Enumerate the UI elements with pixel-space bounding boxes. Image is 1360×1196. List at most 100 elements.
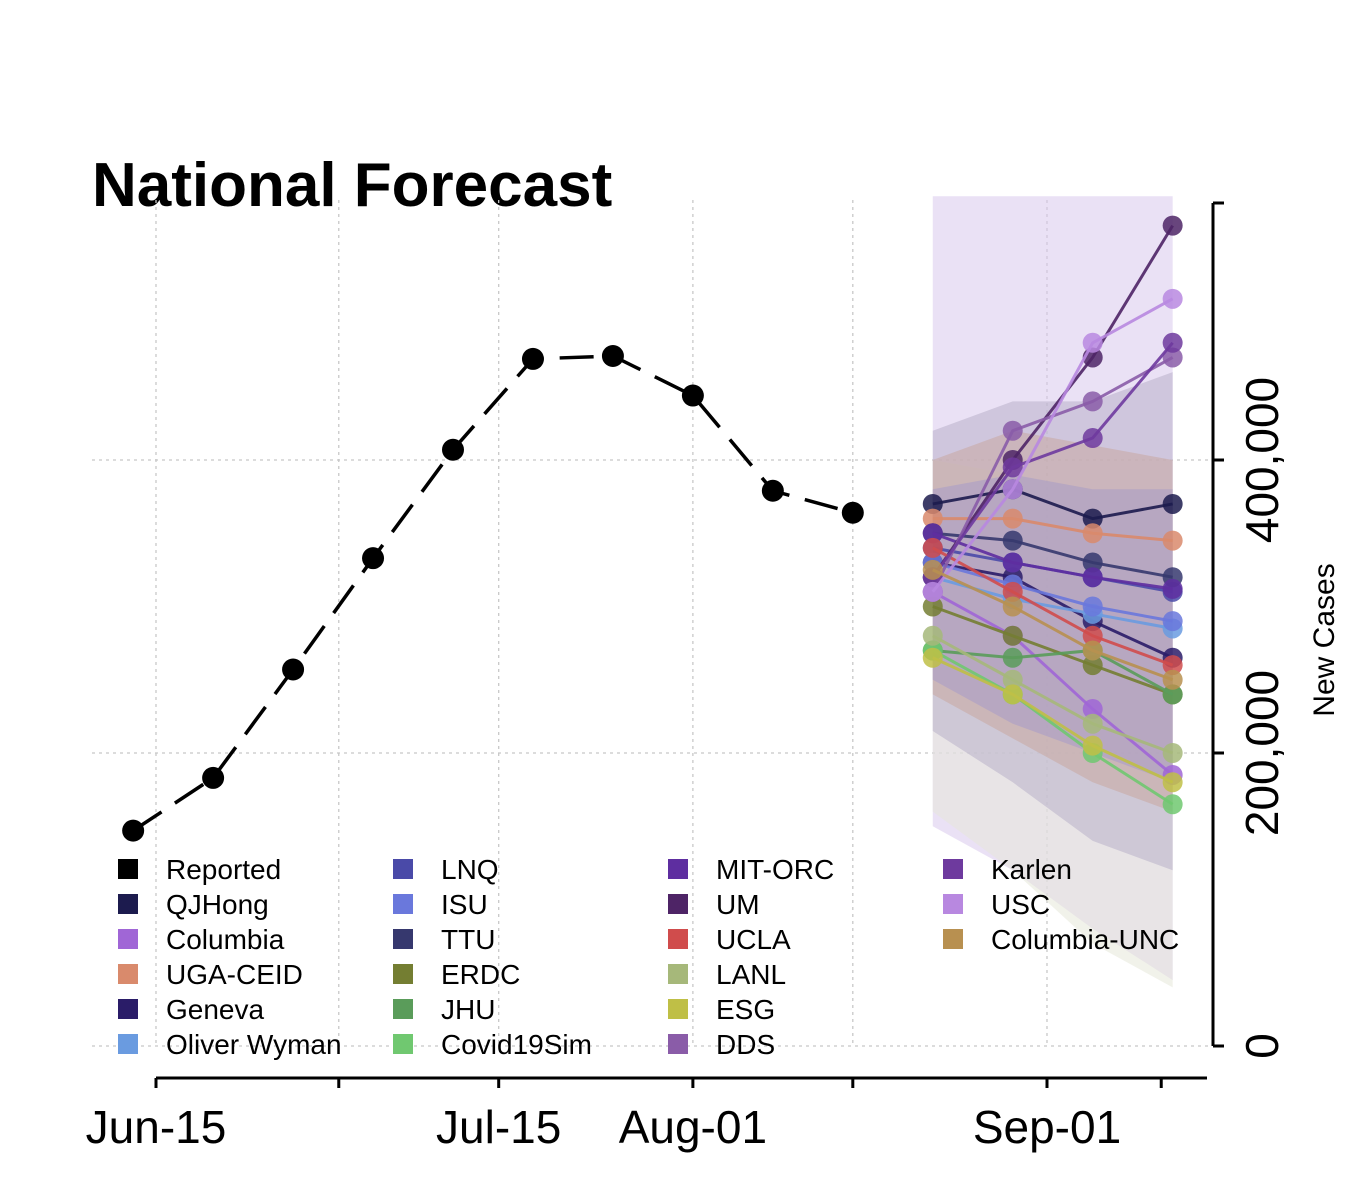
legend-item: USC: [943, 889, 1050, 920]
legend-swatch: [393, 999, 413, 1019]
series-point: [1082, 699, 1103, 720]
legend-label: JHU: [441, 994, 495, 1025]
legend-swatch: [393, 964, 413, 984]
legend: Reported QJHong Columbia UGA-CEID Geneva Oliv…: [118, 854, 1179, 1060]
legend-label: ISU: [441, 889, 488, 920]
reported-point: [282, 658, 305, 681]
series-point: [1162, 684, 1183, 705]
legend-swatch: [393, 894, 413, 914]
y-tick-label: 400,000: [1236, 377, 1288, 543]
legend-item: DDS: [668, 1029, 775, 1060]
series-point: [1002, 420, 1023, 441]
legend-item: UGA-CEID: [118, 959, 303, 990]
series-point: [922, 625, 943, 646]
legend-label: LNQ: [441, 854, 499, 885]
legend-label: Columbia: [166, 924, 285, 955]
legend-swatch: [668, 894, 688, 914]
reported-series: [122, 344, 864, 842]
legend-swatch: [393, 859, 413, 879]
series-point: [1002, 669, 1023, 690]
series-point: [1082, 625, 1103, 646]
x-tick-label: Sep-01: [973, 1101, 1121, 1153]
legend-swatch: [668, 929, 688, 949]
legend-swatch: [943, 894, 963, 914]
legend-label: MIT-ORC: [716, 854, 834, 885]
reported-point: [681, 384, 704, 407]
y-axis-label: New Cases: [1308, 563, 1341, 716]
legend-label: Covid19Sim: [441, 1029, 592, 1060]
series-point: [1002, 552, 1023, 573]
reported-point: [362, 547, 385, 570]
legend-label: UM: [716, 889, 760, 920]
series-point: [1082, 523, 1103, 544]
legend-item: Columbia: [118, 924, 285, 955]
x-tick-label: Jul-15: [436, 1101, 561, 1153]
series-point: [1162, 611, 1183, 632]
legend-label: LANL: [716, 959, 786, 990]
series-point: [1002, 457, 1023, 478]
legend-item: LNQ: [393, 854, 499, 885]
legend-label: Karlen: [991, 854, 1072, 885]
legend-swatch: [118, 929, 138, 949]
series-line-erdc: [932, 605, 1174, 696]
series-line-isu: [932, 561, 1173, 623]
x-tick-label: Jun-15: [86, 1101, 227, 1153]
series-line-qjhong: [932, 487, 1173, 521]
reported-point: [761, 479, 784, 502]
legend-swatch: [668, 1034, 688, 1054]
legend-item: QJHong: [118, 889, 269, 920]
axes: Jun-15 Jul-15 Aug-01 Sep-01 0 200,000 400,000: [86, 201, 1288, 1153]
series-point: [1162, 493, 1183, 514]
legend-item: MIT-ORC: [668, 854, 834, 885]
reported-point: [601, 344, 624, 367]
legend-label: Geneva: [166, 994, 264, 1025]
legend-swatch: [118, 859, 138, 879]
series-point: [922, 523, 943, 544]
series-point: [1162, 347, 1183, 368]
legend-swatch: [393, 1034, 413, 1054]
legend-label: Oliver Wyman: [166, 1029, 342, 1060]
legend-label: UGA-CEID: [166, 959, 303, 990]
legend-item: LANL: [668, 959, 786, 990]
series-point: [1082, 655, 1103, 676]
series-point: [1162, 215, 1183, 236]
series-point: [1162, 655, 1183, 676]
legend-label: USC: [991, 889, 1050, 920]
reported-point: [521, 347, 544, 370]
legend-label: Columbia-UNC: [991, 924, 1179, 955]
reported-point: [841, 501, 864, 524]
reported-point: [122, 819, 145, 842]
series-point: [1002, 508, 1023, 529]
reported-point: [202, 766, 225, 789]
y-tick-label: 0: [1236, 1033, 1288, 1059]
legend-swatch: [943, 929, 963, 949]
legend-item: ESG: [668, 994, 775, 1025]
legend-item: Karlen: [943, 854, 1072, 885]
legend-swatch: [943, 859, 963, 879]
series-point: [1162, 794, 1183, 815]
legend-item: Covid19Sim: [393, 1029, 592, 1060]
legend-item: TTU: [393, 924, 495, 955]
reported-point: [442, 438, 464, 461]
series-point: [1162, 743, 1183, 763]
series-point: [1002, 647, 1023, 668]
series-point: [922, 559, 943, 580]
series-point: [922, 581, 943, 602]
series-point: [1082, 391, 1103, 412]
forecast-series: [922, 215, 1183, 815]
legend-item: Columbia-UNC: [943, 924, 1179, 955]
series-point: [1082, 508, 1103, 529]
reported-line: [132, 354, 854, 833]
series-line-karlen: [931, 341, 1174, 579]
legend-label: ERDC: [441, 959, 520, 990]
legend-label: DDS: [716, 1029, 775, 1060]
series-point: [1002, 596, 1023, 617]
series-point: [1082, 332, 1103, 353]
series-line-ttu: [932, 531, 1173, 579]
legend-item: Reported: [118, 854, 281, 885]
series-line-columbia-unc: [932, 568, 1174, 682]
series-point: [1082, 567, 1103, 588]
series-point: [1162, 772, 1183, 793]
legend-swatch: [118, 964, 138, 984]
legend-label: Reported: [166, 854, 281, 885]
